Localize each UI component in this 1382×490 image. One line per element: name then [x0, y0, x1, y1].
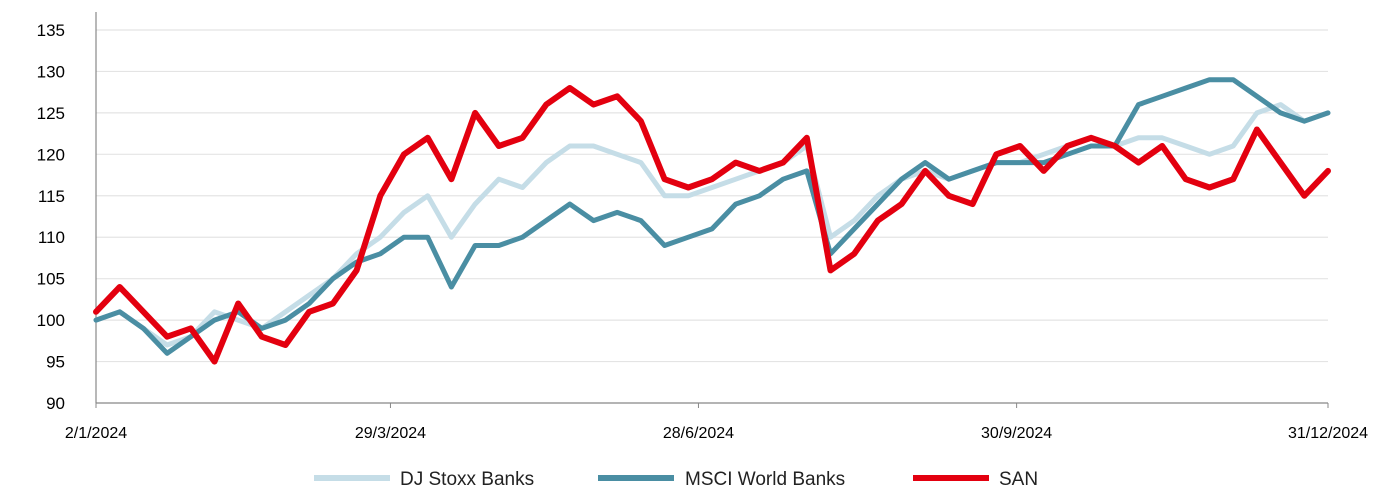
legend-label-dj-stoxx-banks: DJ Stoxx Banks	[400, 469, 534, 490]
y-tick-label: 120	[37, 145, 65, 164]
series-line-san	[93, 85, 1331, 365]
y-tick-label: 100	[37, 311, 65, 330]
y-axis-ticks: 90 95 100 105 110 115 120 125 130 135	[37, 21, 65, 413]
x-axis-ticks: 2/1/2024 29/3/2024 28/6/2024 30/9/2024 31/12…	[65, 403, 1368, 442]
y-tick-label: 95	[46, 353, 65, 372]
series-lines	[93, 77, 1331, 365]
series-line-dj-stoxx-banks	[93, 102, 1331, 348]
grid-lines	[96, 29, 1328, 363]
legend-label-san: SAN	[999, 469, 1038, 490]
x-tick-label: 31/12/2024	[1288, 425, 1368, 442]
x-tick-label: 30/9/2024	[981, 425, 1052, 442]
y-tick-label: 90	[46, 394, 65, 413]
y-tick-label: 135	[37, 21, 65, 40]
legend: DJ Stoxx Banks MSCI World Banks SAN	[314, 469, 1038, 490]
legend-label-msci-world-banks: MSCI World Banks	[685, 469, 845, 490]
y-tick-label: 115	[38, 187, 65, 206]
x-tick-label: 2/1/2024	[65, 425, 127, 442]
x-tick-label: 29/3/2024	[355, 425, 426, 442]
series-line-msci-world-banks	[93, 77, 1331, 356]
y-tick-label: 110	[38, 228, 65, 247]
x-tick-label: 28/6/2024	[663, 425, 734, 442]
y-tick-label: 105	[37, 270, 65, 289]
y-tick-label: 130	[37, 62, 65, 81]
y-tick-label: 125	[37, 104, 65, 123]
axes	[95, 12, 1328, 404]
